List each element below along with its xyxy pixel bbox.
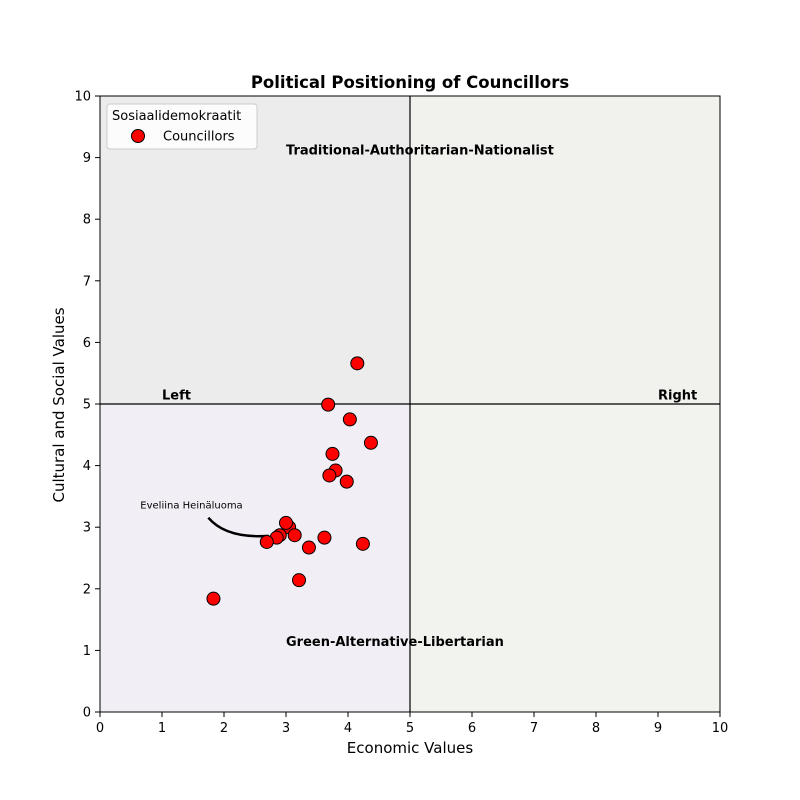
annotations: Eveliina Heinäluoma (140, 501, 269, 538)
y-tick-label: 9 (83, 151, 91, 166)
y-tick-label: 2 (83, 582, 91, 597)
legend-marker (131, 129, 145, 143)
x-axis-ticks: 0 1 2 3 4 5 6 7 8 9 10 (96, 712, 728, 736)
legend-title: Sosiaalidemokraatit (112, 109, 241, 124)
legend: Sosiaalidemokraatit Councillors (106, 103, 258, 150)
quadrant-bottom-right (410, 404, 720, 712)
data-point (363, 435, 378, 450)
x-tick-label: 10 (712, 721, 729, 736)
x-tick-label: 2 (220, 721, 228, 736)
y-tick-label: 6 (83, 336, 91, 351)
y-tick-label: 7 (83, 274, 91, 289)
x-tick-label: 5 (406, 721, 414, 736)
data-point (292, 573, 307, 588)
x-tick-label: 7 (530, 721, 538, 736)
data-point (322, 468, 337, 483)
y-tick-label: 10 (74, 90, 91, 105)
x-tick-label: 1 (158, 721, 166, 736)
data-point (287, 528, 302, 543)
data-point (206, 591, 221, 606)
data-point (259, 534, 274, 549)
x-tick-label: 3 (282, 721, 290, 736)
x-tick-label: 8 (592, 721, 600, 736)
quadrant-label: Left (162, 389, 191, 404)
data-point (317, 530, 332, 545)
x-tick-label: 4 (344, 721, 352, 736)
chart-title: Political Positioning of Councillors (251, 73, 570, 92)
y-axis-ticks: 0 1 2 3 4 5 6 7 8 9 10 (74, 90, 100, 721)
quadrant-dividers (100, 96, 720, 712)
quadrant-label: Traditional-Authoritarian-Nationalist (286, 144, 554, 159)
x-axis-label: Economic Values (347, 739, 474, 757)
annotation-label: Eveliina Heinäluoma (140, 501, 242, 512)
data-point (342, 412, 357, 427)
y-tick-label: 1 (83, 644, 91, 659)
y-tick-label: 0 (83, 706, 91, 721)
data-points (206, 356, 378, 606)
y-tick-label: 5 (83, 398, 91, 413)
quadrant-label: Green-Alternative-Libertarian (286, 635, 504, 650)
data-point (321, 397, 336, 412)
quadrant-label: Right (658, 389, 697, 404)
data-point (301, 540, 316, 555)
data-point (350, 356, 365, 371)
quadrant-top-right (410, 96, 720, 404)
quadrant-labels: Traditional-Authoritarian-Nationalist Gre… (162, 144, 697, 651)
x-tick-label: 9 (654, 721, 662, 736)
legend-entry: Councillors (163, 130, 235, 145)
data-point (325, 446, 340, 461)
y-axis-label: Cultural and Social Values (50, 307, 68, 502)
y-tick-label: 3 (83, 521, 91, 536)
annotation-arrow (207, 516, 269, 538)
data-point (279, 515, 293, 530)
x-tick-label: 6 (468, 721, 476, 736)
y-tick-label: 8 (83, 213, 91, 228)
data-point (355, 536, 370, 551)
data-point (339, 474, 354, 489)
y-tick-label: 4 (83, 459, 91, 474)
x-tick-label: 0 (96, 721, 104, 736)
quadrant-bottom-left (100, 404, 410, 712)
